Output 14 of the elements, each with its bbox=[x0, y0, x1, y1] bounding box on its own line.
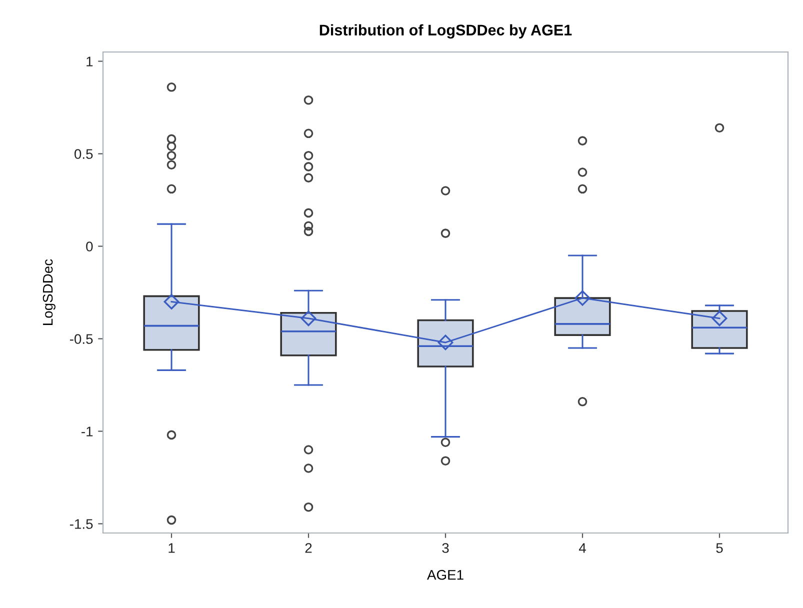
y-tick-label: -1 bbox=[82, 426, 93, 436]
x-axis-title: AGE1 bbox=[427, 570, 464, 580]
x-tick-label: 4 bbox=[578, 543, 586, 553]
y-tick-label: 0 bbox=[86, 242, 93, 252]
y-tick-label: 0.5 bbox=[74, 149, 93, 159]
y-tick-label: 1 bbox=[86, 56, 93, 66]
x-tick-label: 2 bbox=[305, 543, 312, 553]
x-tick-label: 1 bbox=[168, 543, 175, 553]
y-tick-label: -1.5 bbox=[70, 519, 93, 529]
x-tick-label: 5 bbox=[716, 543, 723, 553]
chart-title: Distribution of LogSDDec by AGE1 bbox=[320, 24, 572, 39]
x-tick-label: 3 bbox=[442, 543, 449, 553]
y-tick-label: -0.5 bbox=[70, 334, 93, 344]
y-axis-title: LogSDDec bbox=[42, 259, 56, 325]
